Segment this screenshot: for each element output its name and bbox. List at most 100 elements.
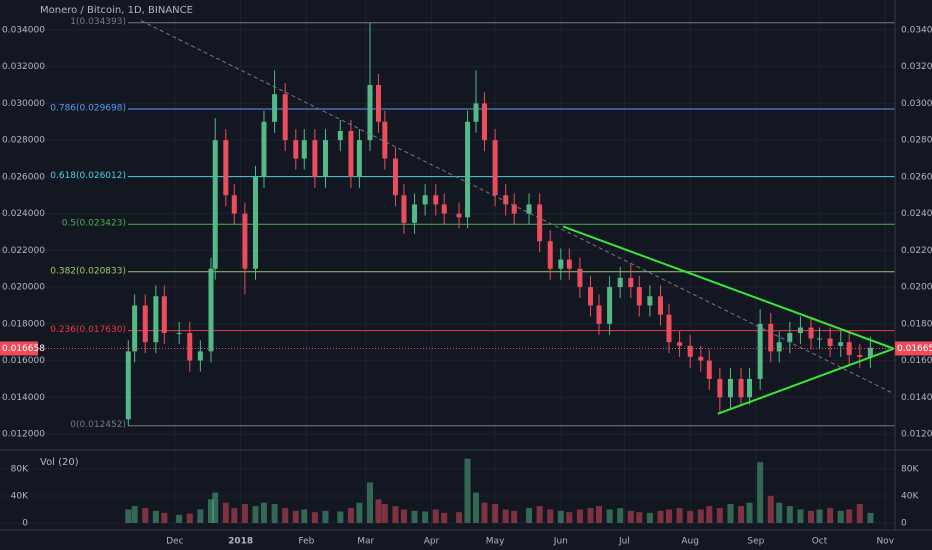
y-tick-label: 0.022000 xyxy=(901,246,932,256)
volume-bar xyxy=(665,509,672,523)
y-tick-label: 0.026000 xyxy=(2,172,45,182)
volume-bar xyxy=(411,510,418,523)
fib-label: 0.618(0.026012) xyxy=(50,171,126,181)
candle-body xyxy=(473,103,479,122)
volume-bar xyxy=(595,506,602,523)
candle-body xyxy=(657,296,663,315)
y-tick-label: 80K xyxy=(11,464,29,474)
volume-bar xyxy=(676,508,683,523)
candle-body xyxy=(322,140,328,177)
volume-bar xyxy=(757,462,764,523)
volume-bar xyxy=(808,510,815,523)
candle-body xyxy=(666,314,672,343)
candle-body xyxy=(176,333,182,335)
x-tick-label: Apr xyxy=(424,537,440,547)
candle-body xyxy=(382,121,388,159)
volume-bar xyxy=(197,509,204,523)
volume-bar xyxy=(492,504,499,523)
candle-body xyxy=(797,327,803,334)
y-tick-label: 0.012000 xyxy=(2,430,45,440)
volume-bar xyxy=(356,502,363,523)
x-tick-label: Dec xyxy=(166,537,183,547)
x-tick-label: Feb xyxy=(298,537,314,547)
volume-bar xyxy=(422,511,429,523)
candle-body xyxy=(838,342,844,346)
x-tick-label: Mar xyxy=(357,537,374,547)
candle-body xyxy=(867,347,873,357)
volume-bar xyxy=(432,509,439,523)
volume-bar xyxy=(212,492,219,523)
volume-bar xyxy=(381,504,388,523)
volume-title: Vol (20) xyxy=(40,457,79,468)
candle-body xyxy=(636,287,642,306)
x-tick-label: May xyxy=(486,537,505,547)
candle-body xyxy=(242,213,248,269)
candle-body xyxy=(687,345,693,357)
x-tick-label: Oct xyxy=(812,537,828,547)
candle-body xyxy=(253,176,259,269)
candle-body xyxy=(392,158,398,196)
volume-bar xyxy=(576,509,583,523)
candle-body xyxy=(197,351,203,361)
volume-bar xyxy=(367,482,374,523)
volume-bar xyxy=(176,514,183,523)
candle-body xyxy=(272,94,278,122)
candle-body xyxy=(348,130,354,177)
volume-bar xyxy=(646,512,653,523)
y-tick-label: 0.014000 xyxy=(901,393,932,403)
candle-body xyxy=(787,333,793,343)
candle-body xyxy=(212,140,218,269)
volume-bar xyxy=(617,508,624,523)
candle-body xyxy=(293,140,299,159)
candle-body xyxy=(547,241,553,269)
candle-body xyxy=(757,323,763,379)
candle-body xyxy=(367,85,373,141)
candle-body xyxy=(161,296,167,334)
volume-bar xyxy=(657,510,664,523)
candle-body xyxy=(717,378,723,398)
volume-bar xyxy=(566,512,573,523)
candle-body xyxy=(482,103,488,141)
last-price-badge xyxy=(895,341,932,356)
plot: 1(0.034393) 0.786(0.029698) 0.618(0.026012… xyxy=(0,0,895,530)
candle-body xyxy=(607,287,613,324)
candle-body xyxy=(492,140,498,196)
x-tick-label: Sep xyxy=(747,537,764,547)
candle-body xyxy=(412,204,418,223)
volume-bar xyxy=(301,509,308,523)
candle-body xyxy=(596,305,602,324)
volume-bar xyxy=(252,506,259,523)
candle-body xyxy=(433,195,439,205)
candle-body xyxy=(677,342,683,346)
x-tick-label: Aug xyxy=(681,537,699,547)
candle-body xyxy=(706,360,712,379)
candle-body xyxy=(465,121,471,218)
y-tick-label: 0 xyxy=(901,518,907,528)
candle-body xyxy=(827,338,833,346)
candle-body xyxy=(441,204,447,214)
volume-bar xyxy=(347,508,354,523)
fib-label: 0.382(0.020833) xyxy=(50,266,126,276)
candle-body xyxy=(208,268,214,352)
chart-title: Monero / Bitcoin, 1D, BINANCE xyxy=(40,5,193,16)
candle-body xyxy=(698,356,704,361)
volume-bar xyxy=(292,510,299,523)
x-tick-label: 2018 xyxy=(228,537,253,547)
volume-bar xyxy=(125,509,132,523)
candle-body xyxy=(153,296,159,343)
x-tick-label: Jun xyxy=(553,537,568,547)
volume-bar xyxy=(441,512,448,523)
volume-bar xyxy=(207,499,214,523)
volume-bar xyxy=(456,512,463,523)
volume-bar xyxy=(231,508,238,523)
volume-bar xyxy=(392,506,399,523)
volume-bar xyxy=(271,504,278,523)
candle-body xyxy=(617,277,623,288)
volume-bar xyxy=(587,508,594,523)
fib-label: 0.5(0.023423) xyxy=(62,219,126,229)
volume-bar xyxy=(311,512,318,523)
volume-bar xyxy=(152,510,159,523)
volume-bar xyxy=(142,508,149,523)
y-tick-label: 0.030000 xyxy=(2,99,45,109)
